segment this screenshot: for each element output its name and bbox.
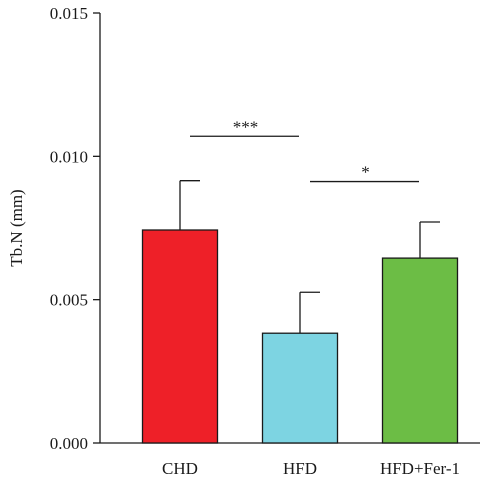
x-category-label: CHD — [162, 459, 198, 478]
significance-label-2: * — [361, 163, 370, 182]
significance-label-1: *** — [233, 117, 259, 136]
bar-2 — [261, 332, 339, 444]
bar-3 — [381, 257, 459, 444]
significance-markers: **** — [190, 117, 419, 183]
y-tick-label: 0.005 — [50, 291, 88, 310]
bars — [141, 229, 459, 444]
y-tick-label: 0.015 — [50, 4, 88, 23]
x-category-label: HFD — [283, 459, 317, 478]
y-tick-label: 0.000 — [50, 434, 88, 453]
x-category-label: HFD+Fer-1 — [380, 459, 460, 478]
bar-1 — [141, 229, 219, 444]
x-categories: CHD HFD HFD+Fer-1 — [162, 459, 460, 478]
error-bars — [179, 180, 440, 334]
y-axis-title: Tb.N (mm) — [7, 189, 26, 266]
y-tick-label: 0.010 — [50, 147, 88, 166]
y-ticks: 0.000 0.005 0.010 0.015 — [50, 4, 100, 453]
